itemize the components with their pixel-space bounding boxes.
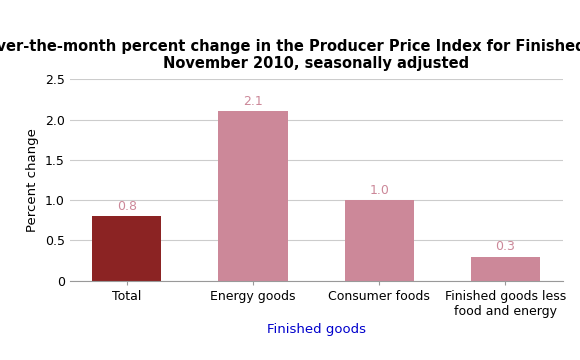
Bar bbox=[345, 200, 414, 281]
Title: Over-the-month percent change in the Producer Price Index for Finished Goods,
No: Over-the-month percent change in the Pro… bbox=[0, 39, 580, 71]
Y-axis label: Percent change: Percent change bbox=[26, 128, 39, 232]
Bar bbox=[218, 112, 288, 281]
Text: 1.0: 1.0 bbox=[369, 184, 389, 197]
Text: 0.8: 0.8 bbox=[117, 200, 137, 213]
Bar bbox=[92, 216, 161, 281]
Bar bbox=[471, 257, 540, 281]
X-axis label: Finished goods: Finished goods bbox=[267, 323, 365, 336]
Text: 0.3: 0.3 bbox=[495, 240, 516, 253]
Text: 2.1: 2.1 bbox=[243, 95, 263, 108]
